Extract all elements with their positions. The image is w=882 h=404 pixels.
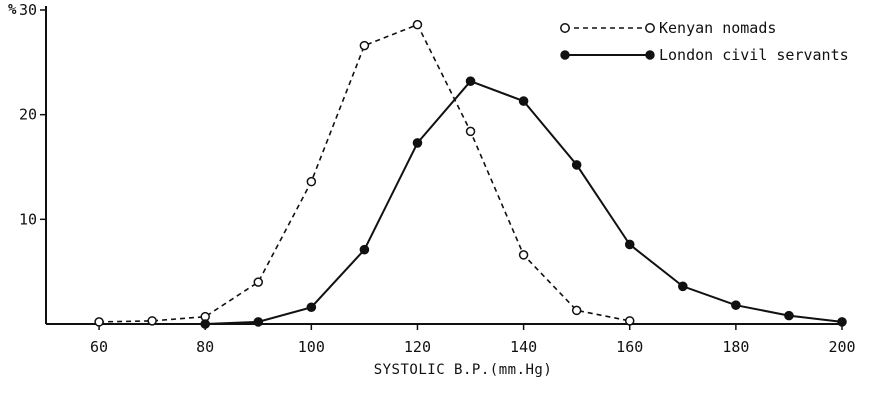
data-point xyxy=(359,244,370,255)
data-point xyxy=(359,40,370,51)
legend-marker xyxy=(560,23,570,33)
y-tick-label: 10 xyxy=(19,210,37,228)
data-point xyxy=(518,96,529,106)
series-2 xyxy=(200,76,847,329)
x-tick-label: 100 xyxy=(298,338,325,356)
series-line xyxy=(205,80,843,325)
x-tick-label: 60 xyxy=(90,338,108,356)
chart-series xyxy=(94,19,847,329)
x-tick-label: 80 xyxy=(196,338,214,356)
y-axis-label: % xyxy=(8,2,17,18)
data-point xyxy=(253,317,264,327)
x-tick-label: 200 xyxy=(828,338,855,356)
y-tick-label: 30 xyxy=(19,1,37,19)
legend-label: Kenyan nomads xyxy=(659,19,776,37)
chart-legend: Kenyan nomads London civil servants xyxy=(560,19,849,64)
data-point xyxy=(571,160,582,170)
data-point xyxy=(306,302,317,313)
legend-item-2: London civil servants xyxy=(560,46,849,64)
legend-label: London civil servants xyxy=(659,46,849,64)
data-point xyxy=(465,126,476,137)
legend-marker xyxy=(645,50,655,60)
data-point xyxy=(94,317,104,327)
data-point xyxy=(253,277,264,287)
data-point xyxy=(200,319,210,329)
data-point xyxy=(837,317,847,327)
data-point xyxy=(412,19,423,30)
chart-ticks: 60 80 100 120 140 160 180 200 10 20 30 xyxy=(19,1,856,356)
data-point xyxy=(784,310,794,321)
data-point xyxy=(624,316,635,326)
legend-marker xyxy=(645,23,655,33)
x-axis-label: SYSTOLIC B.P.(mm.Hg) xyxy=(374,362,553,378)
data-point xyxy=(624,239,635,250)
y-tick-label: 20 xyxy=(19,106,37,124)
legend-marker xyxy=(560,50,570,60)
data-point xyxy=(465,76,476,86)
data-point xyxy=(518,250,529,260)
series-line xyxy=(99,23,630,323)
x-tick-label: 180 xyxy=(722,338,749,356)
data-point xyxy=(731,300,741,310)
x-tick-label: 160 xyxy=(616,338,643,356)
data-point xyxy=(306,176,317,187)
x-tick-label: 140 xyxy=(510,338,537,356)
x-tick-label: 120 xyxy=(404,338,431,356)
data-point xyxy=(412,138,423,148)
chart-axes xyxy=(45,6,844,325)
legend-item-1: Kenyan nomads xyxy=(560,19,776,37)
data-point xyxy=(678,281,688,292)
data-point xyxy=(571,305,582,316)
data-point xyxy=(147,316,157,326)
series-1 xyxy=(94,19,635,327)
